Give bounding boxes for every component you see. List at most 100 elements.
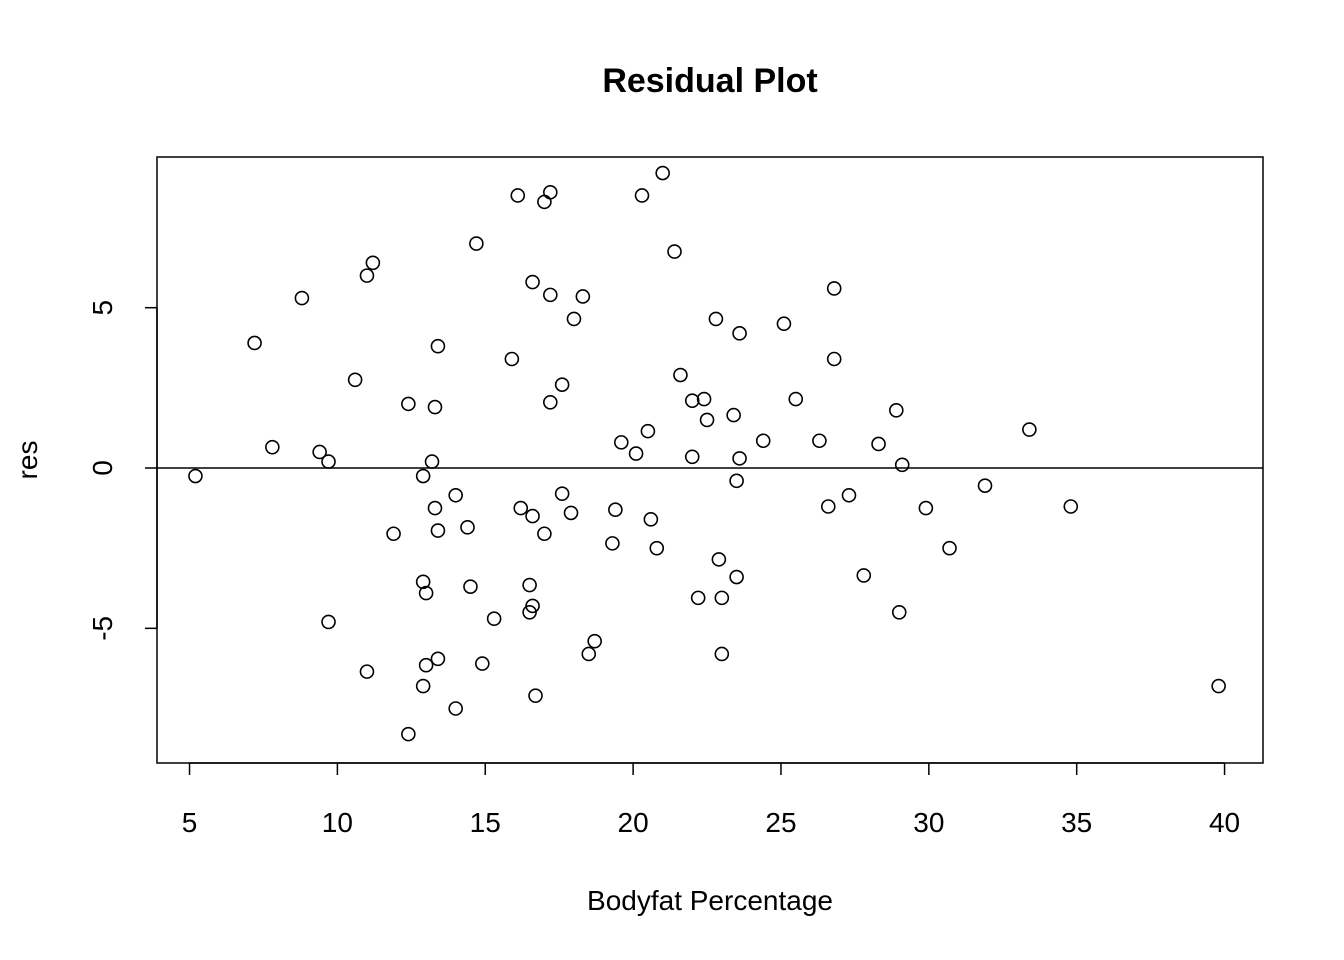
data-point xyxy=(188,468,203,484)
data-point xyxy=(554,486,570,501)
data-points xyxy=(188,165,1226,742)
data-point xyxy=(386,526,401,542)
data-point xyxy=(812,433,827,449)
data-point xyxy=(755,433,771,449)
data-point xyxy=(776,316,792,332)
data-point xyxy=(1022,422,1037,437)
data-point xyxy=(820,499,836,514)
x-axis-label: Bodyfat Percentage xyxy=(587,885,833,916)
y-tick-label: -5 xyxy=(87,616,118,641)
data-point xyxy=(359,268,375,283)
data-point xyxy=(684,449,700,465)
data-point xyxy=(667,244,682,259)
data-point xyxy=(575,289,591,304)
x-tick-label: 10 xyxy=(322,807,353,838)
data-point xyxy=(415,678,431,694)
data-point xyxy=(714,646,730,662)
data-point xyxy=(543,287,558,303)
data-point xyxy=(563,505,579,521)
data-point xyxy=(977,478,993,493)
data-point xyxy=(513,500,529,516)
data-point xyxy=(347,372,363,388)
chart-title: Residual Plot xyxy=(602,62,817,100)
data-point xyxy=(469,236,484,251)
data-point xyxy=(415,574,431,590)
data-point xyxy=(321,454,336,469)
data-point xyxy=(265,439,280,455)
data-point xyxy=(690,590,706,606)
data-point xyxy=(891,605,907,620)
data-point xyxy=(699,412,715,428)
data-point xyxy=(415,468,431,484)
data-point xyxy=(525,598,540,614)
data-point xyxy=(1063,499,1079,514)
x-tick-label: 30 xyxy=(913,807,944,838)
x-tick-label: 15 xyxy=(470,807,501,838)
data-point xyxy=(1211,678,1226,694)
data-point xyxy=(673,367,688,383)
data-point xyxy=(711,552,727,567)
y-tick-label: 5 xyxy=(87,300,118,316)
data-point xyxy=(418,585,434,601)
y-tick-label: 0 xyxy=(87,460,118,476)
data-point xyxy=(894,457,910,473)
data-point xyxy=(401,726,416,742)
data-point xyxy=(460,520,475,535)
data-point xyxy=(729,569,744,585)
data-point xyxy=(889,403,904,418)
data-point xyxy=(543,184,558,200)
data-point xyxy=(424,454,440,469)
data-point xyxy=(537,526,552,542)
data-point xyxy=(581,646,597,662)
x-tick-label: 25 xyxy=(765,807,796,838)
data-point xyxy=(613,435,629,450)
data-point xyxy=(543,394,558,410)
data-point xyxy=(871,436,886,452)
data-point xyxy=(732,326,747,341)
data-point xyxy=(628,446,644,461)
x-tick-label: 5 xyxy=(182,807,198,838)
data-point xyxy=(247,335,262,351)
data-point xyxy=(714,590,730,606)
data-point xyxy=(427,399,443,415)
data-point xyxy=(448,487,463,503)
data-point xyxy=(605,536,620,551)
data-point xyxy=(486,611,502,627)
data-point xyxy=(643,512,659,527)
data-point xyxy=(430,651,446,667)
data-point xyxy=(463,579,478,594)
x-tick-label: 40 xyxy=(1209,807,1240,838)
data-point xyxy=(729,473,744,489)
data-point xyxy=(826,351,842,367)
data-point xyxy=(708,311,724,327)
data-point xyxy=(359,664,375,679)
data-point xyxy=(427,500,443,516)
data-point xyxy=(522,577,537,593)
data-point xyxy=(474,656,490,671)
data-point xyxy=(554,377,570,392)
data-point xyxy=(856,568,872,583)
data-point xyxy=(365,255,381,271)
data-point xyxy=(321,614,336,630)
data-point xyxy=(587,633,602,649)
data-point xyxy=(684,393,700,408)
data-point xyxy=(649,540,665,556)
data-point xyxy=(608,502,623,517)
data-point xyxy=(418,657,434,673)
data-point xyxy=(525,508,540,524)
data-point xyxy=(634,188,650,203)
data-point xyxy=(401,396,416,412)
x-axis: 5 10 15 20 25 30 35 40 xyxy=(182,762,1240,838)
data-point xyxy=(726,407,741,423)
data-point xyxy=(430,338,446,354)
data-point xyxy=(788,391,804,407)
x-tick-label: 35 xyxy=(1061,807,1092,838)
data-point xyxy=(528,688,543,703)
data-point xyxy=(522,605,537,620)
y-axis: -5 0 5 xyxy=(87,300,158,641)
data-point xyxy=(448,701,463,716)
data-point xyxy=(537,194,552,210)
data-point xyxy=(826,281,842,296)
data-point xyxy=(312,444,327,460)
